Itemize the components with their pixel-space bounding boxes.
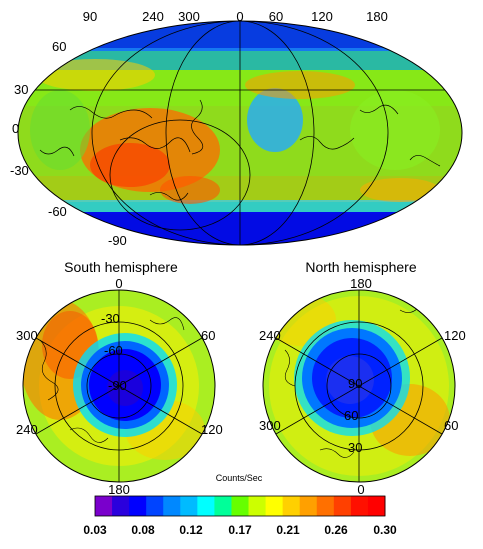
colorbar-cells: [95, 496, 386, 516]
colorbar-tick-label: 0.03: [83, 523, 107, 537]
south-inner-label: -90: [108, 378, 127, 393]
north-edge-label: 300: [259, 418, 281, 433]
world-graticule: [18, 21, 462, 245]
colorbar-cell: [282, 496, 301, 516]
world-lon-label: 0: [236, 9, 243, 24]
world-contours: [39, 99, 441, 201]
colorbar-cell: [180, 496, 198, 516]
world-map: 90 240 300 0 60 120 180 60 30 0 -30 -60 …: [10, 9, 463, 248]
south-edge-label: 60: [201, 328, 215, 343]
north-inner-label: 30: [348, 440, 362, 455]
colorbar-cell: [214, 496, 232, 516]
world-lat-label: -90: [108, 233, 127, 248]
colorbar-cell: [316, 496, 335, 516]
colorbar-unit-label: Counts/Sec: [216, 473, 263, 483]
south-edge-label: 180: [108, 482, 130, 497]
colorbar-cell: [248, 496, 267, 516]
colorbar-tick-label: 0.12: [179, 523, 203, 537]
world-lon-label: 60: [269, 9, 283, 24]
north-polar-field: [263, 290, 455, 482]
north-hemisphere-map: North hemisphere 180: [259, 259, 466, 497]
colorbar-cell: [231, 496, 250, 516]
south-map-outline: [22, 289, 216, 483]
world-lat-label: -60: [48, 204, 67, 219]
colorbar-cell: [197, 496, 215, 516]
south-edge-label: 120: [201, 422, 223, 437]
colorbar-cell: [163, 496, 181, 516]
world-lon-label: 90: [83, 9, 97, 24]
colorbar-tick-label: 0.08: [131, 523, 155, 537]
colorbar-tick-label: 0.26: [324, 523, 348, 537]
colorbar-cell: [112, 496, 130, 516]
world-lat-label: 60: [52, 39, 66, 54]
north-inner-label: 90: [348, 376, 362, 391]
north-inner-label: 60: [344, 408, 358, 423]
south-hemisphere-title: South hemisphere: [64, 259, 178, 275]
south-inner-label: -60: [104, 343, 123, 358]
south-contours: [39, 317, 185, 443]
south-hemisphere-map: South hemisphere 0: [16, 259, 223, 497]
north-graticule: [275, 290, 443, 482]
north-edge-label: 180: [350, 276, 372, 291]
north-hemisphere-title: North hemisphere: [305, 259, 416, 275]
world-lon-label: 120: [311, 9, 333, 24]
world-lat-label: 0: [12, 121, 19, 136]
colorbar-cell: [265, 496, 284, 516]
colorbar-tick-label: 0.17: [228, 523, 252, 537]
world-lon-label: 300: [178, 9, 200, 24]
north-map-outline: [262, 289, 456, 483]
south-graticule: [35, 290, 203, 482]
colorbar-cell: [367, 496, 386, 516]
colorbar-cell: [146, 496, 164, 516]
world-lon-label: 240: [142, 9, 164, 24]
colorbar-cell: [95, 496, 113, 516]
south-edge-label: 0: [115, 276, 122, 291]
world-lat-label: -30: [10, 163, 29, 178]
colorbar: Counts/Sec 0.03 0.08 0.12 0.17 0.21 0.26…: [83, 473, 397, 537]
south-inner-label: -30: [101, 311, 120, 326]
south-polar-field: [23, 290, 215, 482]
colorbar-frame: [94, 495, 386, 517]
north-edge-label: 120: [444, 328, 466, 343]
south-edge-label: 300: [16, 328, 38, 343]
world-map-outline: [17, 20, 463, 246]
world-map-field: [18, 21, 462, 245]
north-edge-label: 60: [444, 418, 458, 433]
world-lat-label: 30: [14, 82, 28, 97]
colorbar-tick-label: 0.21: [276, 523, 300, 537]
north-edge-label: 240: [259, 328, 281, 343]
colorbar-cell: [129, 496, 147, 516]
south-edge-label: 240: [16, 422, 38, 437]
colorbar-cell: [299, 496, 318, 516]
colorbar-cell: [350, 496, 369, 516]
world-lon-label: 180: [366, 9, 388, 24]
colorbar-cell: [333, 496, 352, 516]
colorbar-tick-label: 0.30: [373, 523, 397, 537]
north-edge-label: 0: [357, 482, 364, 497]
